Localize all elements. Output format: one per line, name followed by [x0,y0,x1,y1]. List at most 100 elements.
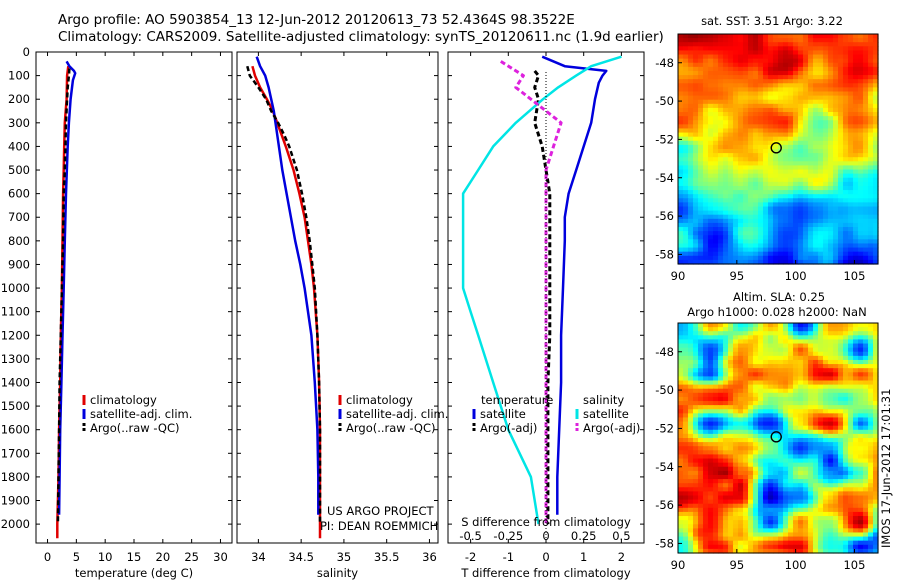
difference-xtick2-label: 0.25 [571,529,597,543]
sla-map-xtick-label: 100 [785,558,807,572]
depth-tick-label-1500: 1500 [1,399,30,413]
temperature-series-group [56,60,77,539]
sla-map-subtitle: Argo h1000: 0.028 h2000: NaN [687,305,866,319]
sla-map-ytick-label: -56 [655,498,674,512]
salinity-legend-label: satellite-adj. clim. [346,407,448,421]
difference-xtick2-label: -0.5 [459,529,481,543]
difference-series-group [461,55,622,525]
sla-map-ytick-label: -54 [655,460,674,474]
difference-temperature-legend-label: Argo(-adj) [480,421,537,435]
sst-map-ytick-label: -52 [655,132,674,146]
temperature-xtick-label: 0 [44,550,51,564]
difference-line-salinity-argo-adj- [500,60,563,525]
difference-salinity-legend-label: Argo(-adj) [583,421,640,435]
sst-map-ytick-label: -50 [655,94,674,108]
sst-map-xtick-label: 105 [843,269,865,283]
difference-xtick2-label: -0.25 [493,529,523,543]
depth-tick-label-1400: 1400 [1,375,30,389]
sst-map-xtick-label: 95 [730,269,745,283]
depth-tick-label-200: 200 [8,92,30,106]
depth-tick-label-1900: 1900 [1,494,30,508]
temperature-legend-label: satellite-adj. clim. [90,407,192,421]
depth-tick-label-1800: 1800 [1,470,30,484]
sst-map-cells [678,34,879,265]
temperature-line-argo [56,68,71,525]
difference-xtick-label: 2 [618,550,625,564]
sla-map-xtick-label: 95 [730,558,745,572]
pi-label: PI: DEAN ROEMMICH [320,519,438,533]
difference-line-salinity-satellite [461,55,622,525]
salinity-legend-label: climatology [346,393,413,407]
depth-tick-label-2000: 2000 [1,517,30,531]
difference-legend-title-salinity: salinity [583,393,624,407]
depth-tick-label-1600: 1600 [1,423,30,437]
temperature-xtick-label: 15 [127,550,142,564]
difference-xlabel2: S difference from climatology [461,515,631,529]
imos-timestamp-label: IMOS 17-Jun-2012 17:01:31 [879,389,893,548]
salinity-line-argo [246,65,322,525]
project-label: US ARGO PROJECT [327,504,435,518]
depth-tick-label-900: 900 [8,257,30,271]
sst-map-ytick-label: -56 [655,209,674,223]
salinity-xtick-label: 35.5 [374,550,400,564]
difference-xtick2-label: 0 [542,529,549,543]
temperature-xtick-label: 30 [213,550,228,564]
salinity-legend-label: Argo(..raw -QC) [346,421,436,435]
depth-tick-label-1300: 1300 [1,352,30,366]
sst-map-frame [677,33,879,265]
sla-map-ytick-label: -48 [655,345,674,359]
sst-map-ytick-label: -48 [655,56,674,70]
sst-map-xtick-label: 90 [671,269,686,283]
salinity-line-satellite-adj-clim- [255,56,320,515]
sst-map-argo-marker [770,142,782,154]
temperature-xtick-label: 10 [98,550,113,564]
temperature-xtick-label: 25 [184,550,199,564]
depth-tick-label-1700: 1700 [1,446,30,460]
difference-xtick-label: 1 [580,550,587,564]
difference-xtick2-label: 0.5 [612,529,630,543]
figure-title-line1: Argo profile: AO 5903854_13 12-Jun-2012 … [58,12,575,28]
difference-xtick-label: -2 [465,550,476,564]
sla-map-argo-marker [770,431,782,443]
difference-xlabel: T difference from climatology [460,566,631,580]
depth-tick-label-1000: 1000 [1,281,30,295]
salinity-xtick-label: 35 [337,550,352,564]
sst-map-xtick-label: 100 [785,269,807,283]
depth-tick-label-1100: 1100 [1,305,30,319]
difference-legend-title-temperature: temperature [481,393,553,407]
difference-temperature-legend-label: satellite [480,407,526,421]
salinity-xtick-label: 34 [251,550,266,564]
sla-map-ytick-label: -58 [655,536,674,550]
depth-tick-label-0: 0 [23,45,30,59]
salinity-series-group [246,56,322,539]
difference-line-temperature-argo-adj- [533,69,552,525]
sla-map-xtick-label: 90 [671,558,686,572]
temperature-xtick-label: 20 [156,550,171,564]
depth-tick-label-100: 100 [8,69,30,83]
depth-tick-label-600: 600 [8,187,30,201]
temperature-xtick-label: 5 [73,550,80,564]
sla-map-cells [678,323,879,554]
depth-tick-label-800: 800 [8,234,30,248]
sla-map-xtick-label: 105 [843,558,865,572]
sst-map-title: sat. SST: 3.51 Argo: 3.22 [701,14,843,28]
temperature-line-satellite-adj-clim- [57,60,77,515]
difference-xtick-label: 0 [542,550,549,564]
depth-tick-label-500: 500 [8,163,30,177]
depth-tick-label-300: 300 [8,116,30,130]
sla-map-ytick-label: -52 [655,421,674,435]
salinity-xtick-label: 36 [422,550,437,564]
temperature-legend-label: Argo(..raw -QC) [90,421,180,435]
figure-title-line2: Climatology: CARS2009. Satellite-adjuste… [58,29,664,45]
sst-map-ytick-label: -54 [655,171,674,185]
panel-salinity-frame [236,51,439,544]
difference-xtick-label: -1 [503,550,514,564]
depth-tick-label-1200: 1200 [1,328,30,342]
sla-map-title: Altim. SLA: 0.25 [733,290,825,304]
sla-map-frame [677,322,879,554]
temperature-legend-label: climatology [90,393,157,407]
sst-map-ytick-label: -58 [655,247,674,261]
depth-tick-label-400: 400 [8,139,30,153]
salinity-xlabel: salinity [317,566,358,580]
